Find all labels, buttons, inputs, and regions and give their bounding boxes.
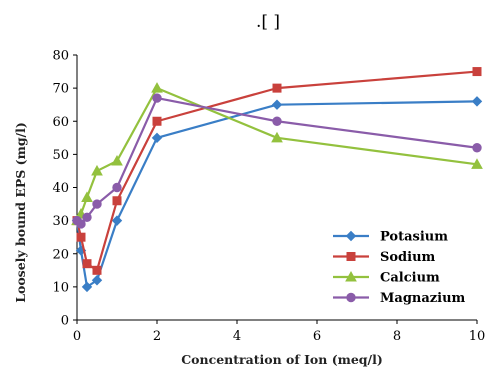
x-tick-label: 2 bbox=[153, 329, 161, 344]
y-tick-label: 40 bbox=[52, 181, 69, 196]
legend-marker bbox=[345, 270, 357, 282]
data-point-sodium bbox=[472, 67, 482, 77]
data-point-sodium bbox=[82, 259, 92, 269]
data-point-magnazium bbox=[76, 219, 86, 229]
data-point-sodium bbox=[76, 232, 86, 242]
y-tick-label: 30 bbox=[52, 214, 69, 229]
series-magnazium bbox=[72, 93, 482, 229]
data-point-magnazium bbox=[272, 116, 282, 126]
data-point-calcium bbox=[271, 131, 283, 143]
data-point-sodium bbox=[272, 83, 282, 93]
data-point-magnazium bbox=[152, 93, 162, 103]
x-tick-label: 6 bbox=[313, 329, 321, 344]
x-tick-label: 4 bbox=[233, 329, 241, 344]
y-tick-label: 20 bbox=[52, 247, 69, 262]
y-axis-title: Loosely bound EPS (mg/l) bbox=[13, 122, 28, 303]
legend: Potasium Sodium Calcium Magnazium bbox=[333, 230, 466, 306]
data-point-sodium bbox=[112, 196, 122, 206]
caption-text: .[ ] bbox=[256, 12, 280, 32]
data-point-magnazium bbox=[82, 212, 92, 223]
legend-label: Sodium bbox=[380, 250, 436, 265]
legend-marker bbox=[345, 230, 357, 242]
data-point-potasium bbox=[111, 215, 123, 226]
y-tick-label: 70 bbox=[52, 82, 69, 97]
y-tick-label: 60 bbox=[52, 115, 69, 130]
y-tick-label: 0 bbox=[61, 314, 69, 329]
y-tick-label: 50 bbox=[52, 148, 69, 163]
axes: 0 10 20 30 40 50 60 70 80 0 2 4 6 8 10 bbox=[52, 49, 485, 345]
legend-label: Potasium bbox=[380, 230, 448, 245]
series-layer bbox=[71, 67, 483, 293]
data-point-magnazium bbox=[472, 143, 482, 153]
data-point-calcium bbox=[471, 158, 483, 169]
legend-item-magnazium: Magnazium bbox=[333, 291, 466, 306]
x-tick-label: 8 bbox=[393, 329, 401, 344]
data-point-potasium bbox=[81, 281, 93, 293]
data-point-sodium bbox=[152, 116, 162, 126]
series-potasium bbox=[71, 96, 483, 293]
legend-label: Magnazium bbox=[380, 291, 466, 306]
legend-item-sodium: Sodium bbox=[333, 250, 436, 265]
legend-item-potasium: Potasium bbox=[333, 230, 448, 245]
x-tick-label: 10 bbox=[469, 329, 486, 344]
x-axis-title: Concentration of Ion (meq/l) bbox=[181, 352, 383, 367]
data-point-calcium bbox=[91, 164, 103, 176]
legend-item-calcium: Calcium bbox=[333, 271, 440, 286]
legend-marker bbox=[346, 252, 356, 261]
data-point-sodium bbox=[92, 265, 102, 275]
legend-label: Calcium bbox=[380, 271, 440, 286]
data-point-potasium bbox=[271, 99, 283, 110]
y-tick-label: 80 bbox=[52, 49, 69, 64]
legend-marker bbox=[346, 292, 356, 303]
y-tick-label: 10 bbox=[52, 280, 69, 295]
data-point-potasium bbox=[151, 132, 163, 144]
data-point-magnazium bbox=[112, 182, 122, 193]
data-point-calcium bbox=[111, 154, 123, 166]
data-point-magnazium bbox=[92, 199, 102, 209]
data-point-calcium bbox=[151, 82, 163, 93]
series-line-potasium bbox=[75, 100, 478, 288]
data-point-potasium bbox=[91, 275, 103, 286]
data-point-potasium bbox=[471, 96, 483, 107]
x-tick-label: 0 bbox=[73, 329, 81, 344]
data-point-calcium bbox=[81, 191, 93, 202]
